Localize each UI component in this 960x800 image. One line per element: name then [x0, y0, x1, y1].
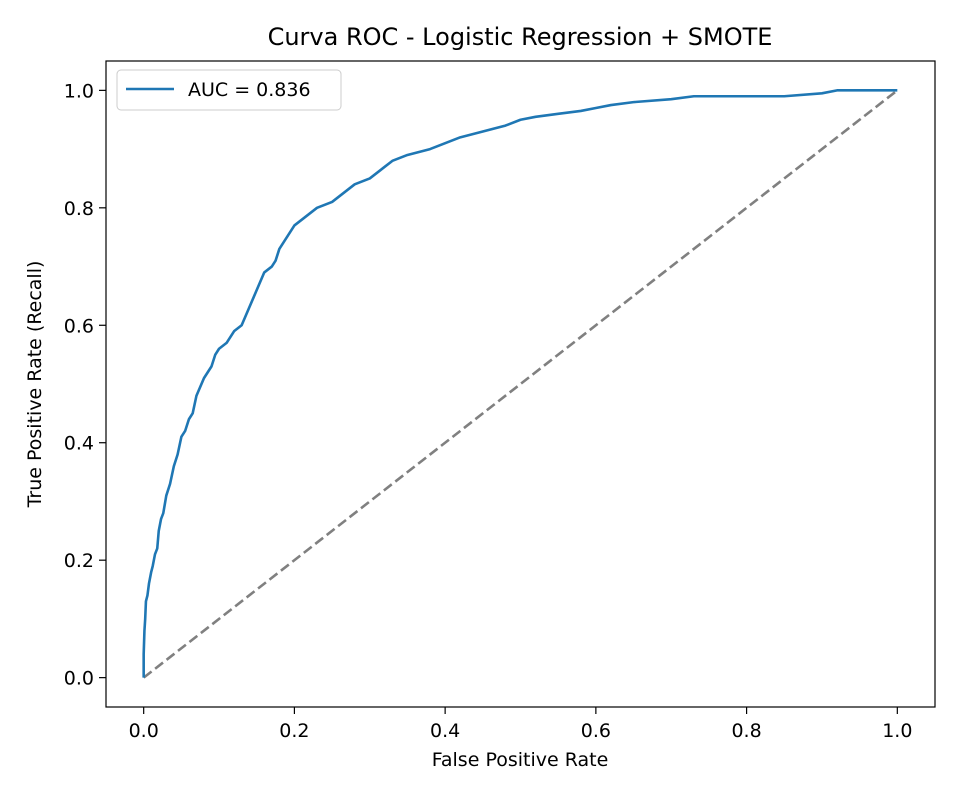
chart-title: Curva ROC - Logistic Regression + SMOTE: [268, 23, 773, 51]
legend: AUC = 0.836: [116, 69, 342, 111]
series-layer: [142, 89, 899, 679]
x-tick-label: 0.6: [581, 720, 611, 742]
y-axis-label: True Positive Rate (Recall): [24, 261, 46, 509]
y-tick-label: 0.6: [64, 315, 94, 337]
x-axis-label: False Positive Rate: [432, 749, 609, 771]
x-axis-ticks: 0.0 0.2 0.4 0.6 0.8 1.0: [129, 707, 912, 742]
legend-box: [116, 69, 342, 111]
y-tick-label: 0.0: [64, 668, 94, 690]
x-tick-label: 0.4: [430, 720, 460, 742]
plot-area: [105, 60, 936, 708]
axes-frame: [105, 60, 936, 708]
roc-curve-line: [142, 89, 898, 678]
legend-label: AUC = 0.836: [188, 79, 311, 101]
x-tick-label: 1.0: [882, 720, 912, 742]
y-axis-ticks: 0.0 0.2 0.4 0.6 0.8 1.0: [64, 80, 106, 690]
x-tick-label: 0.8: [731, 720, 761, 742]
y-tick-label: 1.0: [64, 80, 94, 102]
x-tick-label: 0.0: [129, 720, 159, 742]
y-tick-label: 0.8: [64, 198, 94, 220]
y-tick-label: 0.4: [64, 433, 94, 455]
y-tick-label: 0.2: [64, 550, 94, 572]
x-tick-label: 0.2: [279, 720, 309, 742]
